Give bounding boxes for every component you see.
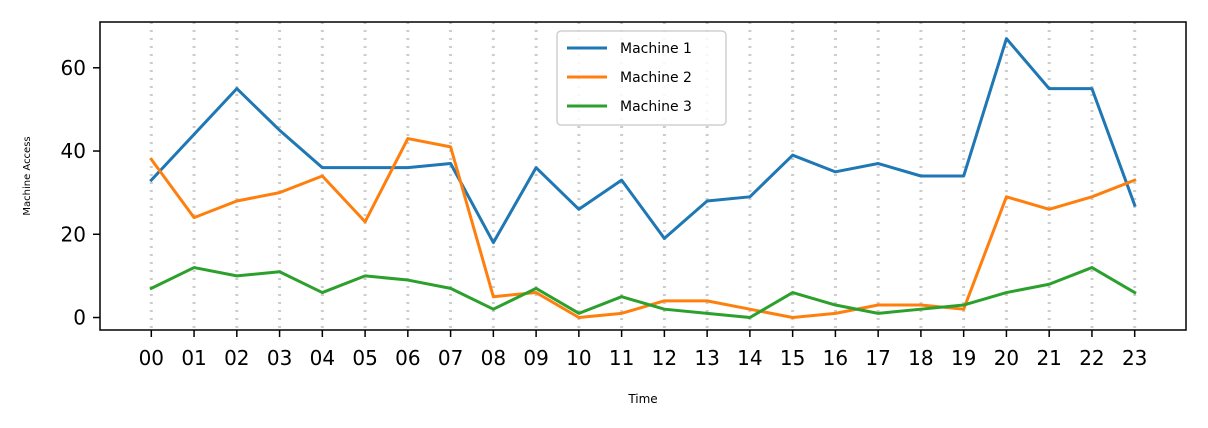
x-axis-label: Time: [627, 392, 657, 406]
legend: [556, 30, 727, 126]
x-tick-label-01: 01: [181, 346, 206, 370]
x-tick-label-22: 22: [1079, 346, 1104, 370]
x-tick-label-21: 21: [1036, 346, 1061, 370]
x-tick-label-17: 17: [865, 346, 890, 370]
x-tick-label-15: 15: [780, 346, 805, 370]
x-tick-label-00: 00: [139, 346, 164, 370]
plot-frame: [99, 21, 1187, 331]
y-tick-label-0: 0: [73, 306, 86, 330]
x-tick-label-07: 07: [438, 346, 463, 370]
x-tick-label-19: 19: [951, 346, 976, 370]
series-line-machine-2: [149, 137, 1137, 320]
y-tick-label-60: 60: [61, 56, 86, 80]
legend-label-machine-3: Machine 3: [620, 99, 692, 115]
x-tick-label-08: 08: [481, 346, 506, 370]
x-tick-label-03: 03: [267, 346, 292, 370]
y-tick-label-40: 40: [61, 139, 86, 163]
series-line-machine-1: [149, 37, 1137, 245]
x-tick-label-12: 12: [652, 346, 677, 370]
x-tick-label-04: 04: [310, 346, 335, 370]
x-tick-label-20: 20: [994, 346, 1019, 370]
x-tick-label-13: 13: [694, 346, 719, 370]
x-tick-label-23: 23: [1122, 346, 1147, 370]
x-tick-label-06: 06: [395, 346, 420, 370]
y-tick-label-20: 20: [61, 222, 86, 246]
x-tick-label-10: 10: [566, 346, 591, 370]
legend-label-machine-1: Machine 1: [620, 41, 692, 57]
x-tick-label-14: 14: [737, 346, 762, 370]
x-tick-label-09: 09: [523, 346, 548, 370]
series-line-machine-3: [149, 266, 1137, 320]
x-tick-label-18: 18: [908, 346, 933, 370]
x-tick-label-05: 05: [352, 346, 377, 370]
y-axis-label: Machine Access: [22, 136, 33, 215]
x-tick-label-02: 02: [224, 346, 249, 370]
legend-label-machine-2: Machine 2: [620, 70, 692, 86]
x-tick-label-11: 11: [609, 346, 634, 370]
x-tick-label-16: 16: [823, 346, 848, 370]
